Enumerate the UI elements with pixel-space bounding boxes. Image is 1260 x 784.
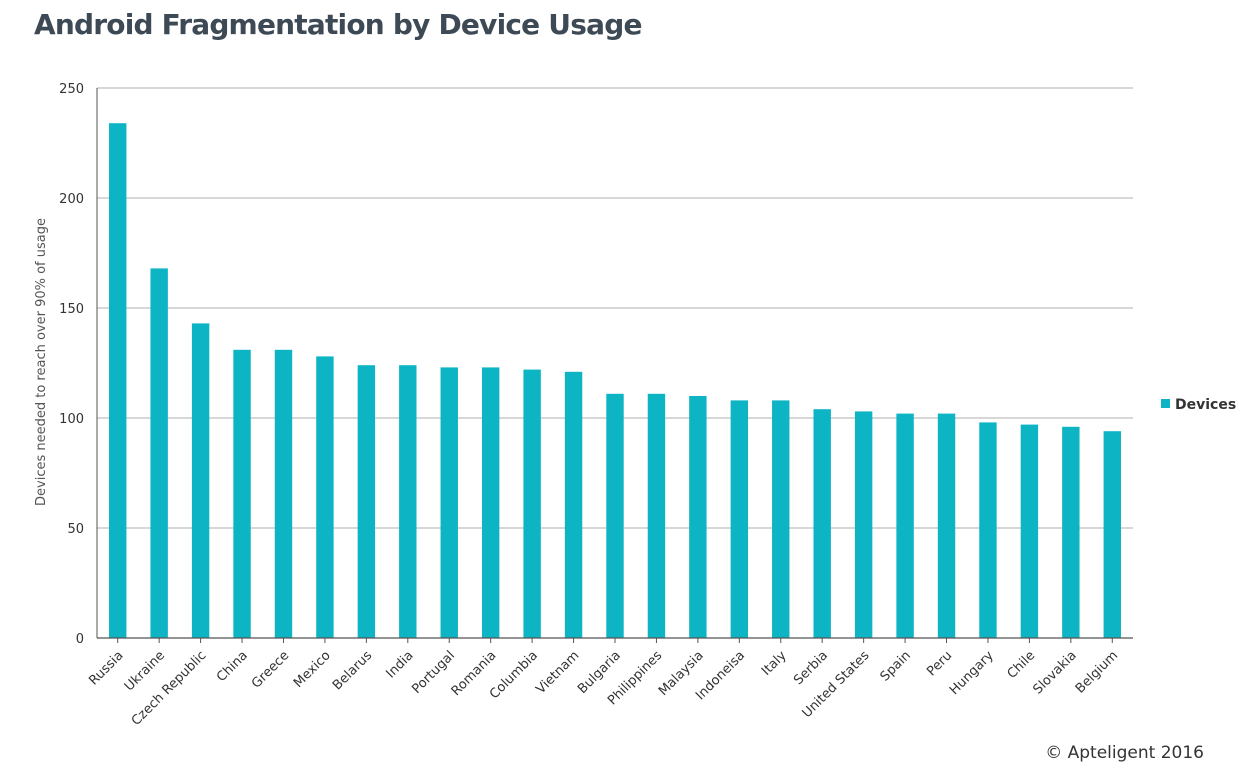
bar-indoneisa bbox=[730, 400, 749, 638]
bar-united-states bbox=[854, 411, 873, 638]
bar-peru bbox=[937, 413, 956, 638]
bar-bulgaria bbox=[606, 393, 624, 638]
bar-india bbox=[399, 365, 417, 638]
x-tick-label: Italy bbox=[759, 648, 790, 679]
bar-malaysia bbox=[689, 396, 707, 638]
y-axis-label: Devices needed to reach over 90% of usag… bbox=[34, 218, 49, 506]
x-tick-label: India bbox=[383, 648, 416, 681]
legend-label-devices: Devices bbox=[1175, 397, 1236, 413]
x-tick-label: Serbia bbox=[791, 648, 831, 688]
x-tick-label: Peru bbox=[924, 648, 955, 679]
bar-mexico bbox=[316, 356, 334, 638]
x-tick-label: Greece bbox=[249, 648, 292, 691]
x-tick-label: Czech Republic bbox=[129, 648, 210, 729]
y-tick-labels: 0 50 100 150 200 250 bbox=[59, 82, 84, 647]
x-tick-label: Spain bbox=[878, 648, 914, 684]
bars bbox=[109, 123, 1121, 638]
x-tick-label: Slovakia bbox=[1030, 648, 1079, 697]
bar-serbia bbox=[813, 409, 831, 638]
x-tick-label: Vietnam bbox=[533, 648, 582, 697]
x-tick-label: Mexico bbox=[291, 648, 334, 691]
y-tick-label: 0 bbox=[76, 632, 84, 647]
bar-columbia bbox=[523, 369, 541, 638]
bar-belgium bbox=[1103, 431, 1121, 638]
bar-czech-republic bbox=[191, 323, 210, 638]
x-tick-label: Russia bbox=[86, 648, 126, 688]
bar-italy bbox=[772, 400, 790, 638]
bar-russia bbox=[109, 123, 127, 638]
copyright-notice: © Apteligent 2016 bbox=[1045, 743, 1204, 763]
x-tick-label: Belarus bbox=[330, 648, 375, 693]
bar-philippines bbox=[647, 393, 666, 638]
x-tick-label: Hungary bbox=[947, 648, 997, 698]
bar-greece bbox=[274, 349, 293, 638]
bar-spain bbox=[896, 413, 914, 638]
legend: Devices bbox=[1161, 397, 1236, 413]
legend-swatch-devices bbox=[1161, 399, 1170, 408]
bar-romania bbox=[481, 367, 500, 638]
bar-china bbox=[233, 349, 251, 638]
y-tick-label: 100 bbox=[59, 412, 84, 427]
y-tick-label: 250 bbox=[59, 82, 84, 97]
bar-slovakia bbox=[1062, 426, 1080, 638]
bar-hungary bbox=[979, 422, 997, 638]
x-tick-label: Chile bbox=[1005, 648, 1039, 682]
bar-ukraine bbox=[150, 268, 168, 638]
chart-title: Android Fragmentation by Device Usage bbox=[34, 8, 642, 41]
bar-vietnam bbox=[564, 371, 583, 638]
y-tick-label: 50 bbox=[67, 522, 84, 537]
y-tick-label: 200 bbox=[59, 192, 84, 207]
bar-belarus bbox=[357, 365, 376, 638]
y-tick-label: 150 bbox=[59, 302, 84, 317]
axes bbox=[96, 88, 1133, 643]
bar-chile bbox=[1020, 424, 1039, 638]
x-tick-label: Belgium bbox=[1073, 648, 1121, 696]
x-tick-label: China bbox=[214, 648, 251, 685]
bar-portugal bbox=[440, 367, 458, 638]
